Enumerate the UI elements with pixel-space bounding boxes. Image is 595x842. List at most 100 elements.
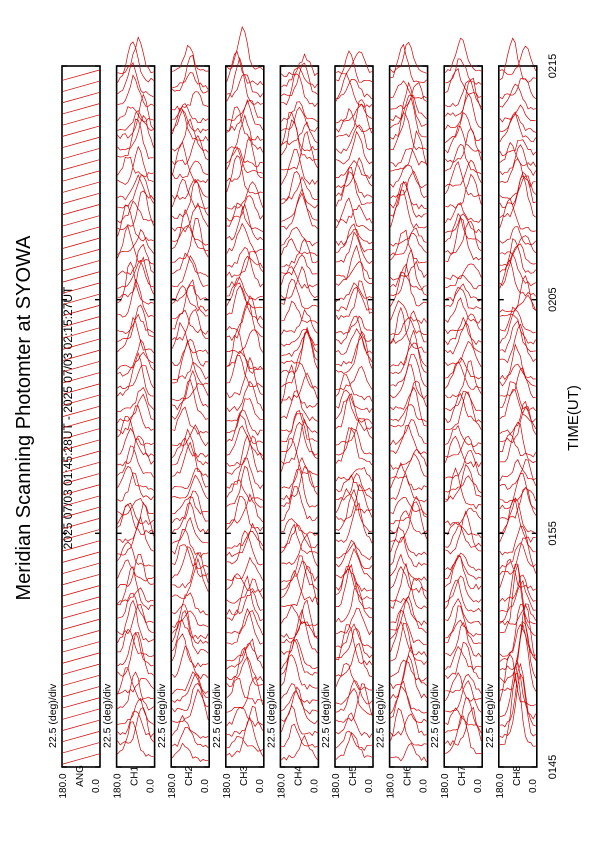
scan-trace xyxy=(281,683,318,705)
scan-trace xyxy=(390,82,427,110)
scan-trace xyxy=(62,114,100,126)
scan-trace xyxy=(117,278,154,318)
scan-trace xyxy=(117,502,154,526)
y-tick-label-min: 0.0 xyxy=(255,779,266,793)
scan-trace xyxy=(335,280,373,321)
scan-trace xyxy=(62,697,100,709)
scan-trace xyxy=(226,414,263,445)
scan-trace xyxy=(117,554,154,589)
scan-trace xyxy=(390,609,427,646)
scan-trace xyxy=(117,74,154,107)
scan-trace xyxy=(281,560,318,583)
scan-trace xyxy=(281,254,318,276)
scan-trace xyxy=(62,450,100,462)
scan-trace xyxy=(444,37,482,73)
scan-trace xyxy=(335,487,373,514)
scale-label: 22.5 (deg)/div xyxy=(265,683,277,748)
scan-trace xyxy=(226,114,264,153)
scan-trace xyxy=(390,565,427,594)
scan-trace xyxy=(172,673,209,703)
scan-trace xyxy=(117,364,154,390)
scan-trace xyxy=(281,604,318,627)
scan-trace xyxy=(117,393,154,423)
scan-trace xyxy=(172,361,209,381)
panel-traces xyxy=(444,37,482,755)
scan-trace xyxy=(281,62,318,97)
scan-trace xyxy=(117,36,154,74)
scan-trace xyxy=(335,244,373,286)
scan-trace xyxy=(390,342,427,367)
scan-trace xyxy=(281,148,318,186)
scan-trace xyxy=(445,707,482,727)
scan-trace xyxy=(335,582,373,623)
scan-trace xyxy=(226,247,264,268)
scan-trace xyxy=(62,372,100,384)
scan-trace xyxy=(172,688,209,723)
y-tick-label-min: 0.0 xyxy=(146,779,157,793)
channel-label: CH4 xyxy=(293,766,304,786)
scan-trace xyxy=(117,243,154,276)
scan-trace xyxy=(499,497,537,534)
scan-trace xyxy=(499,77,537,100)
scan-trace xyxy=(281,192,318,222)
scan-trace xyxy=(499,363,536,381)
scan-trace xyxy=(444,579,482,613)
scan-trace xyxy=(445,173,482,209)
scan-trace xyxy=(226,203,264,241)
scan-trace xyxy=(62,753,100,765)
scan-trace xyxy=(62,260,100,272)
scan-trace xyxy=(499,389,537,422)
scan-trace xyxy=(335,568,373,592)
panel-traces xyxy=(499,37,537,747)
scan-trace xyxy=(499,83,536,110)
scan-trace xyxy=(499,323,537,364)
scan-trace xyxy=(62,170,100,182)
scan-trace xyxy=(171,545,209,579)
scan-trace xyxy=(499,486,537,503)
scan-trace xyxy=(117,541,154,567)
scan-trace xyxy=(226,610,264,636)
scan-trace xyxy=(117,190,154,230)
scan-trace xyxy=(171,529,209,558)
scan-trace xyxy=(335,472,373,501)
scan-trace xyxy=(117,156,154,178)
panel-traces xyxy=(117,36,154,757)
scan-trace xyxy=(390,510,427,535)
scan-trace xyxy=(117,416,154,446)
scan-trace xyxy=(390,449,427,470)
panel-ch8: 22.5 (deg)/div 180.0 0.0 CH8 xyxy=(484,37,539,799)
scan-trace xyxy=(499,111,537,143)
scan-trace xyxy=(281,226,318,247)
scan-trace xyxy=(117,228,154,255)
scan-trace xyxy=(281,465,318,500)
scan-trace xyxy=(226,465,263,508)
scan-trace xyxy=(62,383,100,395)
scan-trace xyxy=(335,565,373,601)
scan-trace xyxy=(171,645,209,680)
scan-trace xyxy=(117,566,154,611)
scan-trace xyxy=(390,654,427,699)
panel-frame xyxy=(225,65,265,768)
scan-trace xyxy=(281,533,318,567)
scan-trace xyxy=(226,575,263,622)
scan-trace xyxy=(444,552,482,572)
scan-trace xyxy=(499,226,537,246)
channel-label: CH5 xyxy=(348,766,359,786)
scan-trace xyxy=(171,437,209,458)
scan-trace xyxy=(335,315,373,345)
scan-trace xyxy=(281,171,318,209)
scan-trace xyxy=(281,569,318,603)
scan-trace xyxy=(226,457,264,490)
y-tick-label-max: 180.0 xyxy=(386,773,397,798)
scan-trace xyxy=(281,691,318,715)
y-tick-label-min: 0.0 xyxy=(419,779,430,793)
scan-trace xyxy=(62,159,100,171)
scan-trace xyxy=(445,449,482,479)
scan-trace xyxy=(226,355,264,388)
scan-trace xyxy=(117,707,154,746)
scan-trace xyxy=(390,164,427,189)
scan-trace xyxy=(62,215,100,227)
scan-trace xyxy=(281,330,318,358)
channel-label: CH6 xyxy=(403,766,414,786)
